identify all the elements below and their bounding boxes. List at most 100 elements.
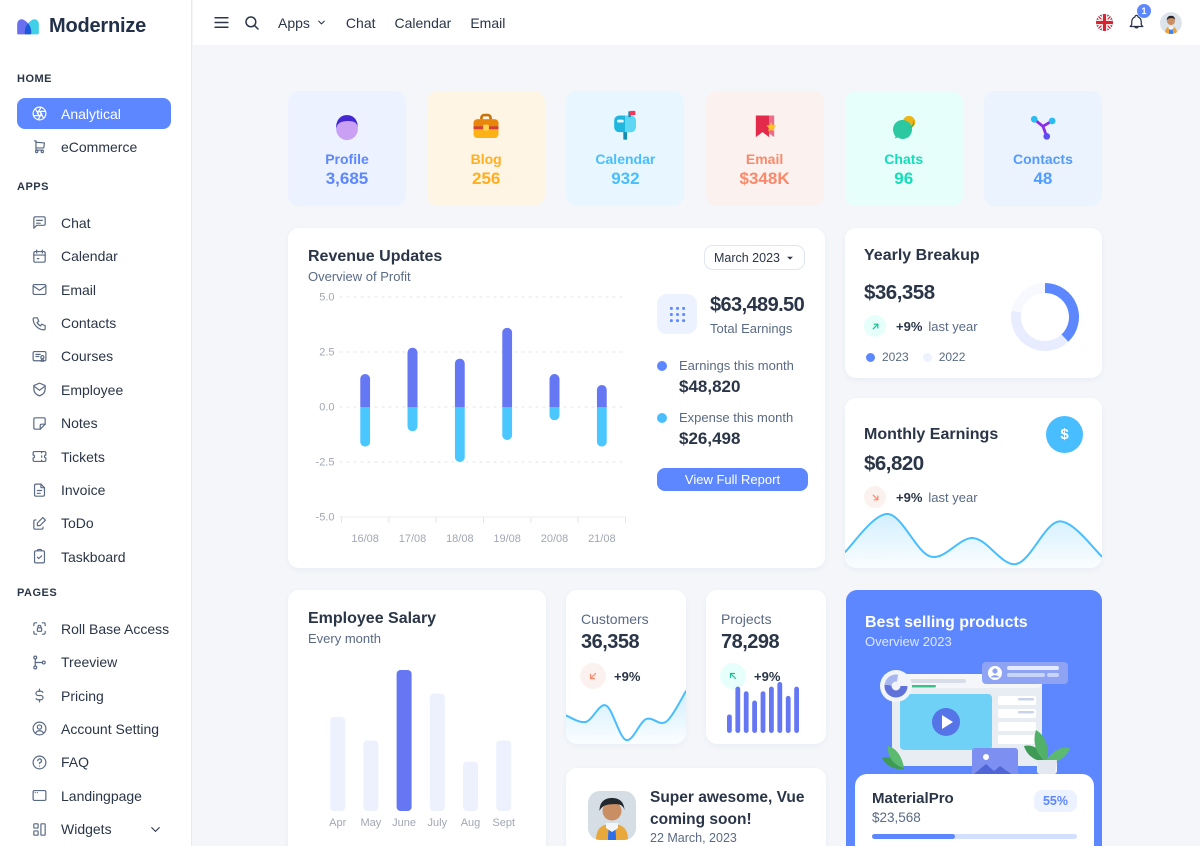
sidebar-item-label: eCommerce (61, 138, 138, 155)
row-revenue: Revenue Updates Overview of Profit March… (288, 228, 1102, 568)
sidebar-item-contacts[interactable]: Contacts (17, 308, 171, 339)
stat-card-profile[interactable]: Profile 3,685 (288, 91, 406, 206)
sidebar-item-tickets[interactable]: Tickets (17, 441, 171, 472)
projects-delta-row: +9% (706, 654, 826, 689)
brand-logo[interactable]: Modernize (0, 0, 191, 38)
sidebar-item-widgets[interactable]: Widgets (17, 814, 171, 845)
stat-card-label: Calendar (595, 151, 656, 167)
product-progress-fill (872, 834, 956, 839)
sidebar-item-taskboard[interactable]: Taskboard (17, 541, 171, 572)
sidebar-item-calendar[interactable]: Calendar (17, 241, 171, 272)
stat-card-value: 3,685 (325, 169, 369, 188)
header-nav-calendar[interactable]: Calendar (394, 14, 452, 31)
certificate-icon (30, 347, 48, 365)
sidebar-item-courses[interactable]: Courses (17, 341, 171, 372)
sidebar-item-todo[interactable]: ToDo (17, 508, 171, 539)
svg-text:16/08: 16/08 (351, 533, 379, 545)
search-icon[interactable] (243, 14, 261, 32)
product-amount: $23,568 (872, 810, 921, 825)
header-nav-apps-label: Apps (278, 14, 310, 31)
period-select-value: March 2023 (713, 250, 780, 265)
sidebar-item-pricing[interactable]: Pricing (17, 680, 171, 711)
arrow-down-right-icon (864, 486, 886, 508)
monthly-delta-label: last year (928, 489, 978, 505)
language-flag-icon[interactable] (1096, 14, 1113, 31)
stat-card-contacts[interactable]: Contacts 48 (983, 91, 1102, 206)
shield-icon (30, 381, 48, 399)
right-column: Yearly Breakup $36,358 +9% last year 202… (845, 228, 1102, 568)
svg-text:0.0: 0.0 (319, 402, 334, 414)
total-earnings-text-group: $63,489.50 Total Earnings (710, 294, 805, 336)
svg-text:18/08: 18/08 (446, 533, 474, 545)
sidebar-item-account-setting[interactable]: Account Setting (17, 713, 171, 744)
expense-legend-label: Expense this month (679, 410, 794, 425)
projects-title: Projects (721, 611, 772, 627)
sidebar-item-label: Tickets (61, 448, 105, 465)
yearly-breakup-legend: 2023 2022 (866, 350, 965, 364)
header-nav-chat[interactable]: Chat (345, 14, 376, 31)
earnings-legend-label: Earnings this month (679, 358, 794, 373)
stat-card-value: 932 (611, 169, 640, 188)
sidebar-item-email[interactable]: Email (17, 274, 171, 305)
sidebar-item-chat[interactable]: Chat (17, 207, 171, 238)
revenue-card-header: Revenue Updates Overview of Profit March… (288, 228, 825, 284)
sidebar-item-ecommerce[interactable]: eCommerce (17, 131, 171, 162)
customers-card: Customers 36,358 +9% (566, 590, 686, 744)
ticket-icon (30, 448, 48, 466)
total-earnings-row: $63,489.50 Total Earnings (657, 294, 807, 336)
window-icon (30, 787, 48, 805)
nav-section-home: HOME (17, 73, 52, 85)
brand-name: Modernize (49, 15, 147, 37)
revenue-bar-chart: 5.0 2.5 0.0 -2.5 -5.0 16/08 17/08 18/08 19/08 20/… (316, 292, 626, 545)
mailbox-icon (605, 108, 645, 148)
stat-card-label: Contacts (1012, 151, 1073, 167)
sidebar-item-invoice[interactable]: Invoice (17, 475, 171, 506)
period-select[interactable]: March 2023 (703, 245, 805, 270)
caret-down-icon (787, 256, 793, 260)
sidebar-item-employee[interactable]: Employee (17, 374, 171, 405)
sidebar-item-label: Invoice (61, 482, 106, 499)
employee-salary-bar-chart: Apr May June July Aug Sept (329, 670, 515, 829)
header-nav-email[interactable]: Email (470, 14, 506, 31)
stat-card-chats[interactable]: Chats 96 (844, 91, 963, 206)
message-icon (30, 214, 48, 232)
invoice-icon (30, 481, 48, 499)
user-avatar[interactable] (1160, 11, 1182, 34)
earnings-legend-value: $48,820 (679, 377, 741, 396)
sidebar-item-roll-base-access[interactable]: Roll Base Access (17, 613, 171, 644)
employee-salary-card: Employee Salary Every month Apr May June Ju… (288, 590, 546, 846)
clipboard-icon (30, 548, 48, 566)
header-nav-apps[interactable]: Apps (278, 15, 327, 31)
expense-legend-row: Expense this month $26,498 (657, 410, 807, 449)
notifications-bell-icon[interactable]: 1 (1127, 4, 1151, 32)
share-network-icon (1023, 108, 1063, 148)
top-stat-cards: Profile 3,685 Blog 256 (288, 91, 1102, 206)
sidebar-item-label: Account Setting (61, 720, 160, 737)
sidebar-item-landingpage[interactable]: Landingpage (17, 780, 171, 811)
sidebar-item-notes[interactable]: Notes (17, 408, 171, 439)
header-nav: Apps Chat Calendar Email (278, 15, 505, 31)
stat-card-blog[interactable]: Blog 256 (427, 91, 546, 206)
view-full-report-button[interactable]: View Full Report (657, 468, 808, 491)
revenue-summary: $63,489.50 Total Earnings Earnings this … (657, 294, 808, 491)
sidebar-item-label: Courses (61, 348, 114, 365)
projects-card: Projects 78,298 +9% (706, 590, 826, 744)
sidebar-item-treeview[interactable]: Treeview (17, 647, 171, 678)
menu-icon[interactable] (212, 13, 231, 32)
stat-card-email[interactable]: Email $348K (705, 91, 824, 206)
sidebar-item-label: Pricing (61, 687, 104, 704)
stat-card-calendar[interactable]: Calendar 932 (566, 91, 685, 206)
svg-text:19/08: 19/08 (493, 533, 521, 545)
revenue-heading-group: Revenue Updates Overview of Profit (308, 248, 442, 284)
sidebar-item-analytical[interactable]: Analytical (17, 98, 171, 129)
announcement-card: Super awesome, Vue coming soon! 22 March… (566, 768, 826, 846)
revenue-updates-card: Revenue Updates Overview of Profit March… (288, 228, 825, 568)
svg-text:5.0: 5.0 (319, 292, 334, 304)
sidebar-item-faq[interactable]: FAQ (17, 747, 171, 778)
note-icon (30, 414, 48, 432)
tree-icon (30, 653, 48, 671)
aperture-icon (30, 105, 48, 123)
sidebar: Modernize HOME Analytical eCommerce APPS (0, 0, 192, 846)
legend-dot-2023 (866, 352, 875, 362)
grid-dots-icon (657, 294, 697, 334)
